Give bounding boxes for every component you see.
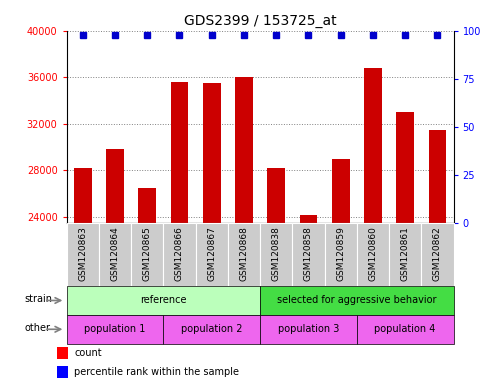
Text: GSM120860: GSM120860 xyxy=(368,226,378,281)
Text: GSM120868: GSM120868 xyxy=(240,226,248,281)
Bar xyxy=(99,223,131,286)
Bar xyxy=(267,168,285,384)
Bar xyxy=(57,347,69,359)
Text: GSM120838: GSM120838 xyxy=(272,226,281,281)
Text: population 2: population 2 xyxy=(181,324,243,334)
Bar xyxy=(131,223,163,286)
Bar xyxy=(332,159,350,384)
Text: percentile rank within the sample: percentile rank within the sample xyxy=(74,367,239,377)
Text: GSM120858: GSM120858 xyxy=(304,226,313,281)
Text: GSM120865: GSM120865 xyxy=(142,226,152,281)
Bar xyxy=(163,223,196,286)
Text: GSM120866: GSM120866 xyxy=(175,226,184,281)
Bar xyxy=(389,223,422,286)
Bar xyxy=(67,315,163,344)
Bar xyxy=(228,223,260,286)
Bar xyxy=(364,68,382,384)
Text: selected for aggressive behavior: selected for aggressive behavior xyxy=(277,295,437,306)
Bar xyxy=(396,112,414,384)
Text: GSM120863: GSM120863 xyxy=(78,226,87,281)
Text: GSM120862: GSM120862 xyxy=(433,226,442,281)
Bar xyxy=(139,188,156,384)
Bar xyxy=(163,315,260,344)
Bar xyxy=(235,77,253,384)
Text: population 3: population 3 xyxy=(278,324,339,334)
Bar xyxy=(260,286,454,315)
Title: GDS2399 / 153725_at: GDS2399 / 153725_at xyxy=(184,14,336,28)
Text: GSM120864: GSM120864 xyxy=(110,226,119,281)
Bar xyxy=(203,83,220,384)
Bar xyxy=(196,223,228,286)
Text: reference: reference xyxy=(140,295,186,306)
Text: population 1: population 1 xyxy=(84,324,145,334)
Bar xyxy=(106,149,124,384)
Text: population 4: population 4 xyxy=(375,324,436,334)
Text: GSM120859: GSM120859 xyxy=(336,226,345,281)
Bar xyxy=(171,82,188,384)
Text: GSM120861: GSM120861 xyxy=(401,226,410,281)
Bar xyxy=(300,215,317,384)
Bar xyxy=(292,223,324,286)
Text: other: other xyxy=(25,323,51,333)
Bar xyxy=(357,315,454,344)
Bar xyxy=(67,286,260,315)
Text: GSM120867: GSM120867 xyxy=(207,226,216,281)
Bar xyxy=(57,366,69,379)
Bar xyxy=(357,223,389,286)
Bar xyxy=(260,223,292,286)
Bar xyxy=(74,168,92,384)
Bar xyxy=(260,315,357,344)
Bar xyxy=(67,223,99,286)
Text: count: count xyxy=(74,348,102,358)
Bar xyxy=(324,223,357,286)
Bar xyxy=(422,223,454,286)
Bar xyxy=(428,130,446,384)
Text: strain: strain xyxy=(25,294,53,304)
